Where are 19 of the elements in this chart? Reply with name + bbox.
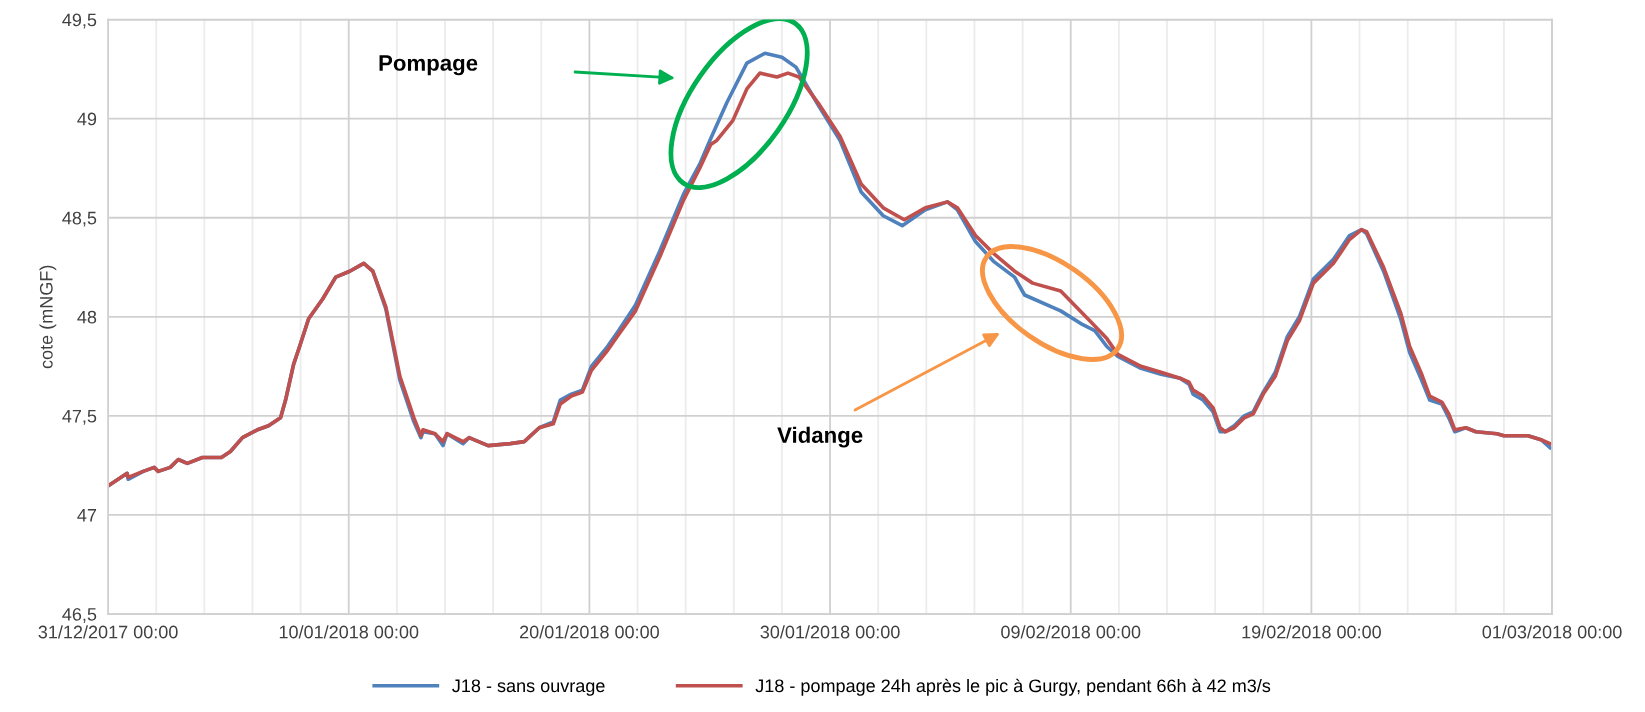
x-tick-label: 01/03/2018 00:00 <box>1482 625 1622 639</box>
y-tick-label: 48,5 <box>62 211 97 227</box>
annotation: Pompage <box>379 55 478 76</box>
x-tick-label: 30/01/2018 00:00 <box>760 625 900 639</box>
legend-label: J18 - sans ouvrage <box>452 679 605 696</box>
y-tick-label: 46,5 <box>62 607 97 623</box>
annotation: Vidange <box>777 426 863 448</box>
x-tick-label: 31/12/2017 00:00 <box>38 625 178 639</box>
y-tick-label: 49 <box>77 112 97 126</box>
y-axis-title: cote (mNGF) <box>39 265 57 369</box>
legend-label: J18 - pompage 24h après le pic à Gurgy, pendant 66h à 42 m3/s <box>755 678 1271 696</box>
x-tick-label: 20/01/2018 00:00 <box>520 625 659 639</box>
y-tick-label: 47 <box>77 509 97 522</box>
y-tick-label: 49,5 <box>62 13 97 29</box>
y-tick-label: 48 <box>77 310 97 324</box>
x-tick-label: 19/02/2018 00:00 <box>1242 625 1381 639</box>
y-tick-label: 47,5 <box>62 410 97 425</box>
x-tick-label: 10/01/2018 00:00 <box>279 625 419 639</box>
x-tick-label: 09/02/2018 00:00 <box>1001 625 1141 639</box>
